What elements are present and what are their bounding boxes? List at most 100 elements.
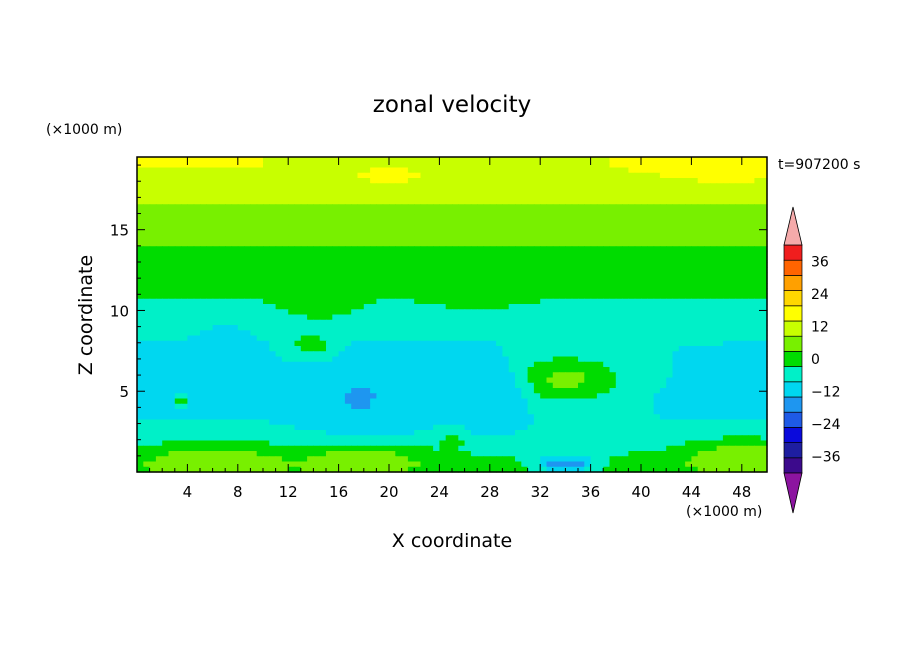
field-cell bbox=[181, 309, 188, 316]
field-cell bbox=[193, 293, 201, 300]
field-cell bbox=[426, 172, 434, 179]
field-cell bbox=[590, 377, 598, 384]
field-cell bbox=[508, 178, 516, 184]
field-cell bbox=[370, 246, 377, 253]
field-cell bbox=[206, 204, 214, 211]
field-cell bbox=[741, 272, 749, 279]
field-cell bbox=[275, 214, 283, 221]
field-cell bbox=[546, 319, 554, 326]
field-cell bbox=[187, 325, 195, 331]
field-cell bbox=[244, 298, 251, 305]
field-cell bbox=[527, 172, 535, 179]
field-cell bbox=[269, 246, 277, 253]
field-cell bbox=[653, 230, 661, 237]
field-cell bbox=[401, 209, 409, 216]
field-cell bbox=[319, 393, 327, 400]
field-cell bbox=[741, 283, 749, 289]
field-cell bbox=[275, 409, 283, 415]
field-cell bbox=[225, 256, 233, 263]
field-cell bbox=[697, 335, 705, 342]
field-cell bbox=[584, 288, 592, 295]
field-cell bbox=[263, 256, 270, 263]
field-cell bbox=[275, 157, 283, 163]
field-cell bbox=[433, 183, 440, 190]
field-cell bbox=[704, 167, 711, 174]
field-cell bbox=[294, 361, 302, 368]
field-cell bbox=[748, 162, 755, 169]
field-cell bbox=[685, 372, 692, 379]
field-cell bbox=[363, 241, 371, 247]
field-cell bbox=[622, 277, 629, 284]
field-cell bbox=[578, 246, 585, 253]
field-cell bbox=[483, 414, 491, 421]
field-cell bbox=[288, 183, 296, 190]
field-cell bbox=[735, 214, 743, 221]
field-cell bbox=[653, 361, 661, 368]
field-cell bbox=[433, 288, 440, 295]
field-cell bbox=[426, 267, 434, 274]
field-cell bbox=[143, 382, 151, 389]
field-cell bbox=[628, 414, 636, 421]
field-cell bbox=[464, 162, 472, 169]
field-cell bbox=[748, 167, 755, 174]
field-cell bbox=[407, 241, 415, 247]
field-cell bbox=[464, 298, 472, 305]
field-cell bbox=[641, 351, 648, 358]
field-cell bbox=[414, 230, 422, 237]
field-cell bbox=[678, 178, 686, 184]
field-cell bbox=[704, 335, 711, 342]
field-cell bbox=[212, 235, 220, 242]
field-cell bbox=[697, 330, 705, 337]
field-cell bbox=[710, 277, 718, 284]
field-cell bbox=[212, 304, 220, 310]
field-cell bbox=[206, 220, 214, 226]
field-cell bbox=[281, 209, 289, 216]
field-cell bbox=[527, 272, 535, 279]
field-cell bbox=[458, 199, 466, 205]
field-cell bbox=[609, 256, 617, 263]
field-cell bbox=[691, 393, 699, 400]
field-cell bbox=[168, 199, 176, 205]
field-cell bbox=[395, 382, 403, 389]
field-cell bbox=[401, 272, 409, 279]
field-cell bbox=[502, 393, 510, 400]
field-cell bbox=[603, 409, 611, 415]
field-cell bbox=[741, 230, 749, 237]
field-cell bbox=[200, 314, 207, 321]
field-cell bbox=[748, 356, 755, 363]
field-cell bbox=[212, 388, 220, 394]
field-cell bbox=[464, 209, 472, 216]
field-cell bbox=[672, 183, 680, 190]
field-cell bbox=[326, 330, 333, 337]
field-cell bbox=[622, 325, 629, 331]
field-cell bbox=[433, 409, 440, 415]
field-cell bbox=[666, 361, 674, 368]
field-cell bbox=[300, 293, 308, 300]
field-cell bbox=[395, 214, 403, 221]
field-cell bbox=[596, 409, 604, 415]
field-cell bbox=[754, 351, 762, 358]
field-cell bbox=[212, 330, 220, 337]
field-cell bbox=[659, 293, 667, 300]
field-cell bbox=[357, 193, 365, 200]
field-cell bbox=[515, 314, 522, 321]
field-cell bbox=[559, 220, 566, 226]
field-cell bbox=[174, 393, 182, 400]
field-cell bbox=[685, 340, 692, 347]
field-cell bbox=[571, 393, 579, 400]
field-cell bbox=[552, 256, 560, 263]
field-cell bbox=[174, 209, 182, 216]
field-cell bbox=[174, 388, 182, 394]
field-cell bbox=[748, 409, 755, 415]
field-cell bbox=[716, 225, 724, 232]
field-cell bbox=[363, 183, 371, 190]
field-cell bbox=[596, 319, 604, 326]
field-cell bbox=[407, 277, 415, 284]
field-cell bbox=[357, 204, 365, 211]
field-cell bbox=[609, 330, 617, 337]
field-cell bbox=[672, 199, 680, 205]
field-cell bbox=[200, 351, 207, 358]
field-cell bbox=[218, 403, 226, 410]
field-cell bbox=[281, 293, 289, 300]
field-cell bbox=[710, 199, 718, 205]
